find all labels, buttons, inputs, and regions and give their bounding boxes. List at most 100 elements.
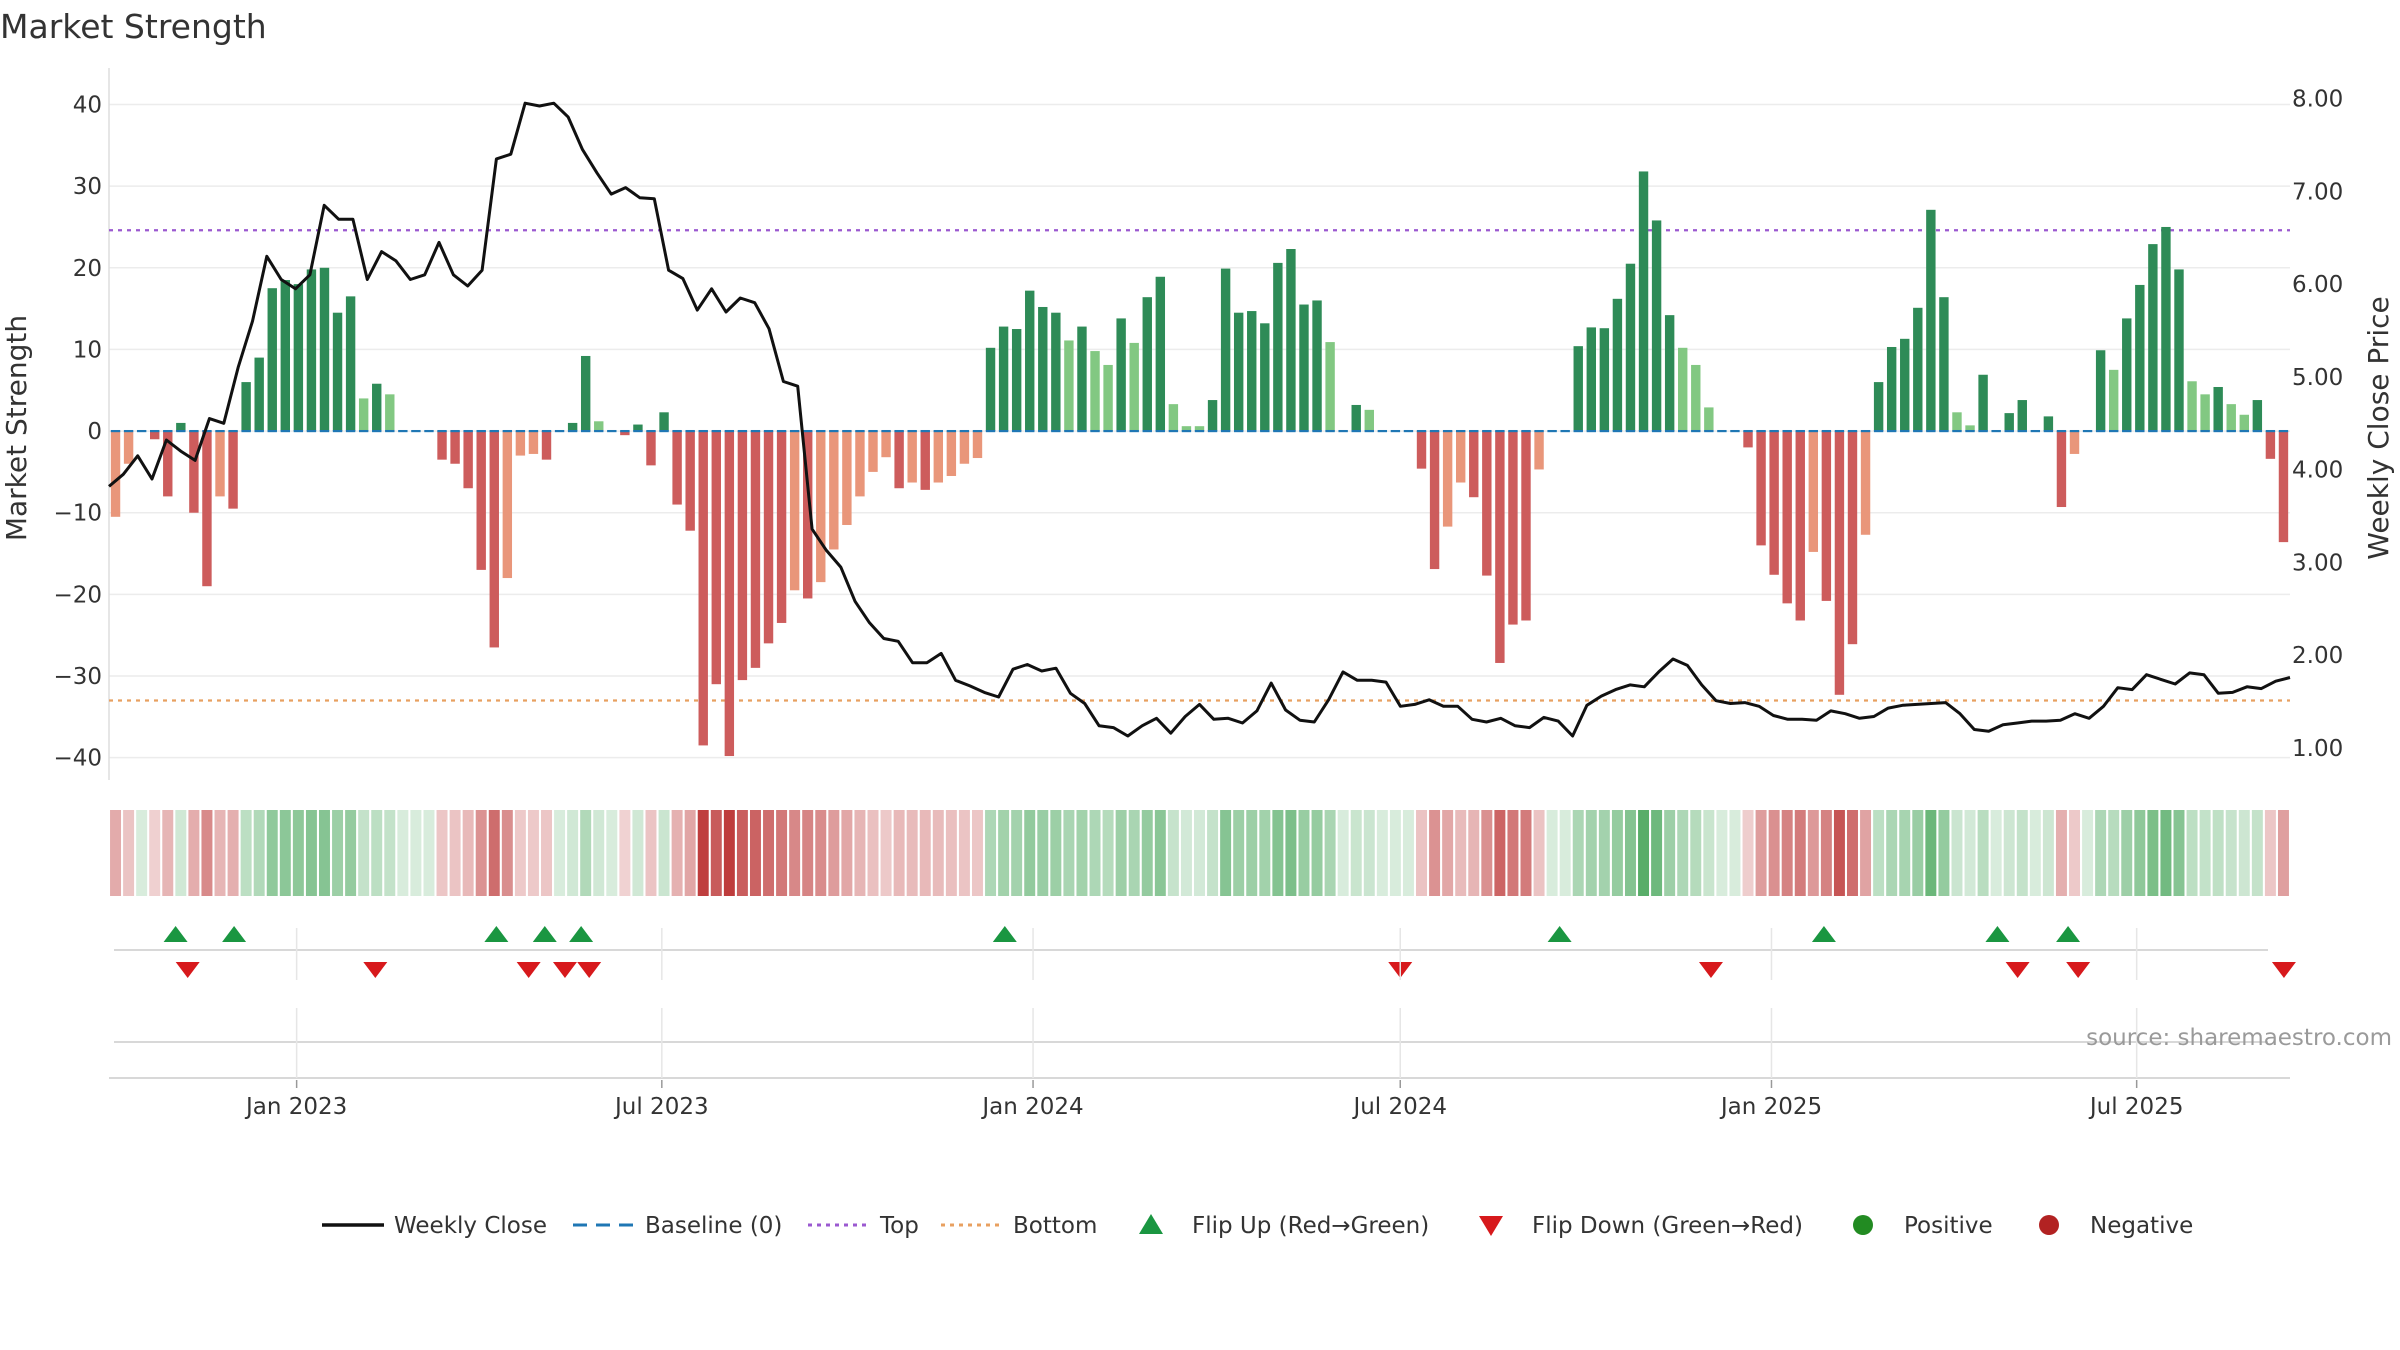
left-tick-label: 20: [73, 256, 102, 282]
heat-cell: [436, 810, 448, 896]
negative-bar: [1455, 431, 1466, 483]
heat-cell: [1076, 810, 1088, 896]
positive-bar: [659, 412, 669, 432]
positive-bar: [1599, 328, 1610, 432]
heat-cell: [371, 810, 383, 896]
heat-cell: [867, 810, 879, 896]
positive-bar: [985, 347, 996, 432]
negative-bar: [698, 431, 708, 746]
heat-cell: [1207, 810, 1219, 896]
heat-cell: [1402, 810, 1414, 896]
x-axis-ticks: Jan 2023 Jul 2023 Jan 2024 Jul 2024 Jan 2025…: [244, 928, 2183, 1120]
heat-cell: [292, 810, 304, 896]
grid: [108, 68, 2290, 780]
heat-cell: [1220, 810, 1232, 896]
positive-bar: [633, 424, 643, 432]
positive-bar: [2043, 416, 2054, 432]
flip-down-marker: [2271, 962, 2296, 978]
x-tick-label: Jan 2025: [1719, 1094, 1822, 1120]
right-tick-label: 6.00: [2292, 272, 2343, 298]
heat-cell: [462, 810, 474, 896]
positive-bar: [319, 267, 330, 432]
negative-bar: [1847, 431, 1858, 645]
heat-cell: [1311, 810, 1323, 896]
legend-item: Weekly Close: [322, 1213, 547, 1239]
negative-bar: [502, 431, 513, 579]
positive-bar: [1952, 412, 1962, 432]
negative-bar: [868, 431, 878, 472]
positive-bar: [1678, 347, 1688, 432]
legend-item: Positive: [1853, 1213, 1993, 1239]
negative-bar: [685, 431, 695, 531]
positive-bar: [1704, 407, 1714, 432]
heat-cell: [958, 810, 970, 896]
positive-bar: [280, 280, 291, 432]
heat-cell: [971, 810, 983, 896]
flip-up-marker: [992, 926, 1017, 942]
heat-cell: [567, 810, 579, 896]
positive-bar: [1913, 307, 1923, 432]
heat-cell: [1350, 810, 1362, 896]
heat-cell: [1690, 810, 1702, 896]
positive-bar: [1090, 351, 1100, 432]
positive-bar: [1155, 276, 1166, 432]
negative-bar: [907, 431, 917, 483]
right-tick-label: 5.00: [2292, 365, 2343, 391]
heat-cell: [162, 810, 174, 896]
heat-cell: [1285, 810, 1297, 896]
heat-cell: [1638, 810, 1650, 896]
heat-cell: [214, 810, 226, 896]
flip-up-marker: [222, 926, 247, 942]
heat-cell: [488, 810, 500, 896]
positive-bar: [1586, 327, 1596, 432]
heat-cell: [2212, 810, 2224, 896]
negative-bar: [1743, 431, 1753, 448]
negative-bar: [202, 431, 212, 587]
positive-bar: [1286, 249, 1296, 432]
heat-cell: [1324, 810, 1336, 896]
heat-cell: [854, 810, 866, 896]
heat-cell: [1781, 810, 1793, 896]
legend-circle: [2039, 1215, 2059, 1235]
left-tick-label: 0: [87, 419, 102, 445]
heat-cell: [384, 810, 396, 896]
legend-item: Flip Down (Green→Red): [1479, 1213, 1803, 1239]
heat-cell: [1494, 810, 1506, 896]
flip-down-marker: [577, 962, 602, 978]
heat-cell: [580, 810, 592, 896]
heat-cell: [1664, 810, 1676, 896]
heat-cell: [1376, 810, 1388, 896]
positive-bar: [1038, 306, 1048, 432]
heat-cell: [397, 810, 409, 896]
positive-bar: [2200, 394, 2210, 432]
positive-bar: [1051, 312, 1061, 432]
legend-label: Flip Down (Green→Red): [1532, 1213, 1803, 1239]
negative-bar: [816, 431, 826, 583]
negative-bar: [1442, 431, 1453, 527]
negative-bar: [1416, 431, 1427, 469]
heat-cell: [1886, 810, 1898, 896]
negative-bar: [763, 431, 774, 644]
heat-cell: [1272, 810, 1284, 896]
left-tick-label: 40: [73, 92, 102, 118]
heat-cell: [1624, 810, 1636, 896]
heat-cell: [1298, 810, 1310, 896]
negative-bar: [1482, 431, 1492, 576]
heat-cell: [1533, 810, 1545, 896]
negative-bar: [1821, 431, 1832, 601]
flip-up-marker: [1547, 926, 1572, 942]
heat-cell: [1768, 810, 1780, 896]
positive-bar: [2135, 284, 2145, 432]
heat-cell: [1559, 810, 1571, 896]
negative-bar: [972, 431, 983, 459]
heat-cell: [985, 810, 997, 896]
positive-bar: [1364, 409, 1374, 432]
heat-cell: [1873, 810, 1885, 896]
legend-item: Negative: [2039, 1213, 2193, 1239]
flip-up-marker: [2056, 926, 2081, 942]
heat-cell: [1246, 810, 1258, 896]
heat-cell: [136, 810, 148, 896]
heat-cell: [123, 810, 135, 896]
heat-cell: [1938, 810, 1950, 896]
